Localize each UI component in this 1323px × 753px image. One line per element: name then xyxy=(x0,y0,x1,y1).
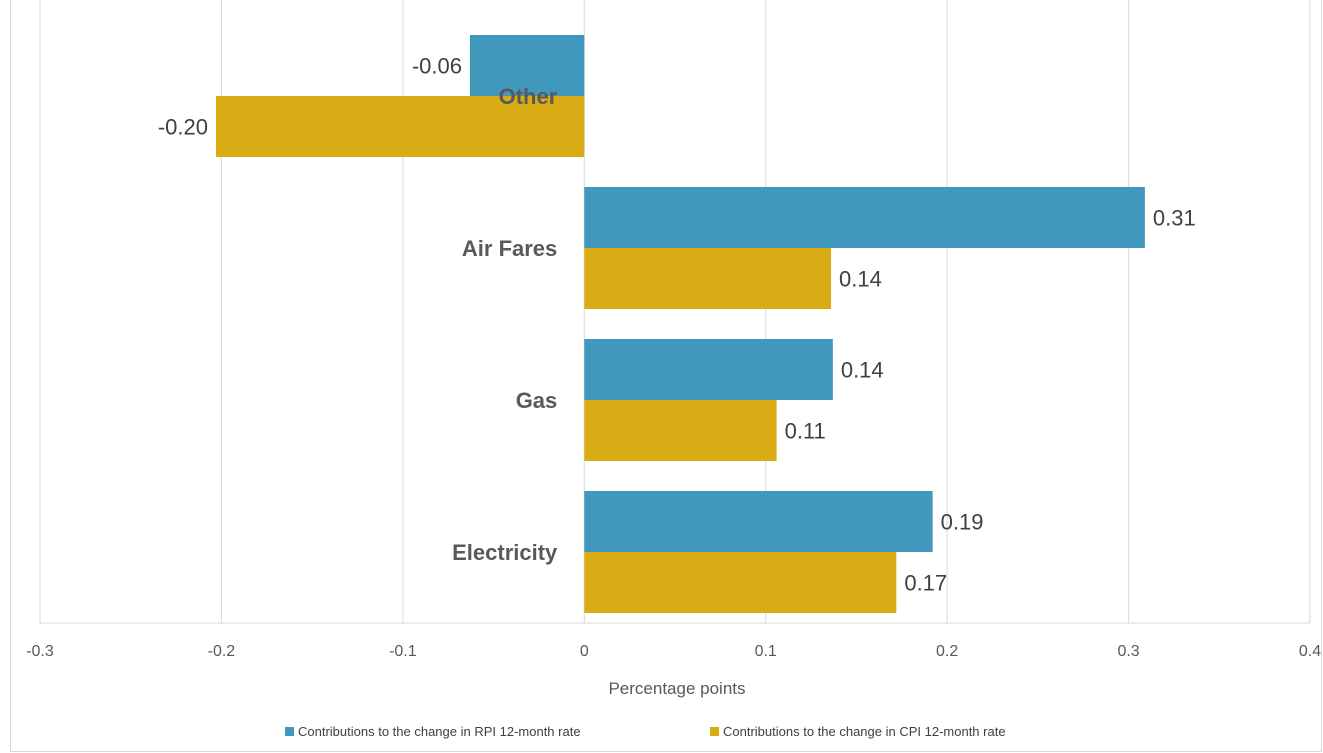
x-axis-title: Percentage points xyxy=(608,679,745,698)
x-axis-tick-labels: -0.3 -0.2 -0.1 0 0.1 0.2 0.3 0.4 xyxy=(26,643,1321,660)
category-label: Gas xyxy=(516,388,558,413)
bar-electricity-s0 xyxy=(584,491,933,552)
data-label: 0.11 xyxy=(785,419,826,444)
legend-swatch xyxy=(285,727,294,736)
data-label: 0.14 xyxy=(841,358,884,383)
data-label: -0.06 xyxy=(412,54,462,79)
x-tick-label: 0.3 xyxy=(1117,643,1139,660)
legend: Contributions to the change in RPI 12-mo… xyxy=(285,724,1006,739)
data-label: 0.19 xyxy=(941,510,984,535)
x-tick-label: 0 xyxy=(580,643,589,660)
category-labels: Other Air Fares Gas Electricity xyxy=(452,84,558,565)
data-label: 0.17 xyxy=(904,571,947,596)
category-label: Air Fares xyxy=(462,236,557,261)
x-tick-label: -0.3 xyxy=(26,643,54,660)
data-labels: -0.06 -0.20 0.31 0.14 0.14 0.11 0.19 0.17 xyxy=(158,54,1196,596)
x-tick-label: 0.1 xyxy=(755,643,777,660)
x-tick-label: -0.1 xyxy=(389,643,417,660)
category-label: Electricity xyxy=(452,540,558,565)
bars xyxy=(215,35,1145,613)
legend-swatch xyxy=(710,727,719,736)
legend-label: Contributions to the change in RPI 12-mo… xyxy=(298,724,581,739)
bar-air-fares-s0 xyxy=(584,187,1145,248)
x-tick-label: -0.2 xyxy=(208,643,236,660)
bar-air-fares-s1 xyxy=(584,248,832,309)
data-label: -0.20 xyxy=(158,115,208,140)
legend-label: Contributions to the change in CPI 12-mo… xyxy=(723,724,1006,739)
bar-electricity-s1 xyxy=(584,552,897,613)
data-label: 0.14 xyxy=(839,267,882,292)
bar-other-s0 xyxy=(469,35,585,96)
x-tick-label: 0.4 xyxy=(1299,643,1321,660)
bar-gas-s0 xyxy=(584,339,833,400)
x-tick-label: 0.2 xyxy=(936,643,958,660)
bar-other-s1 xyxy=(215,96,585,157)
data-label: 0.31 xyxy=(1153,206,1196,231)
category-label: Other xyxy=(499,84,558,109)
bar-gas-s1 xyxy=(584,400,777,461)
